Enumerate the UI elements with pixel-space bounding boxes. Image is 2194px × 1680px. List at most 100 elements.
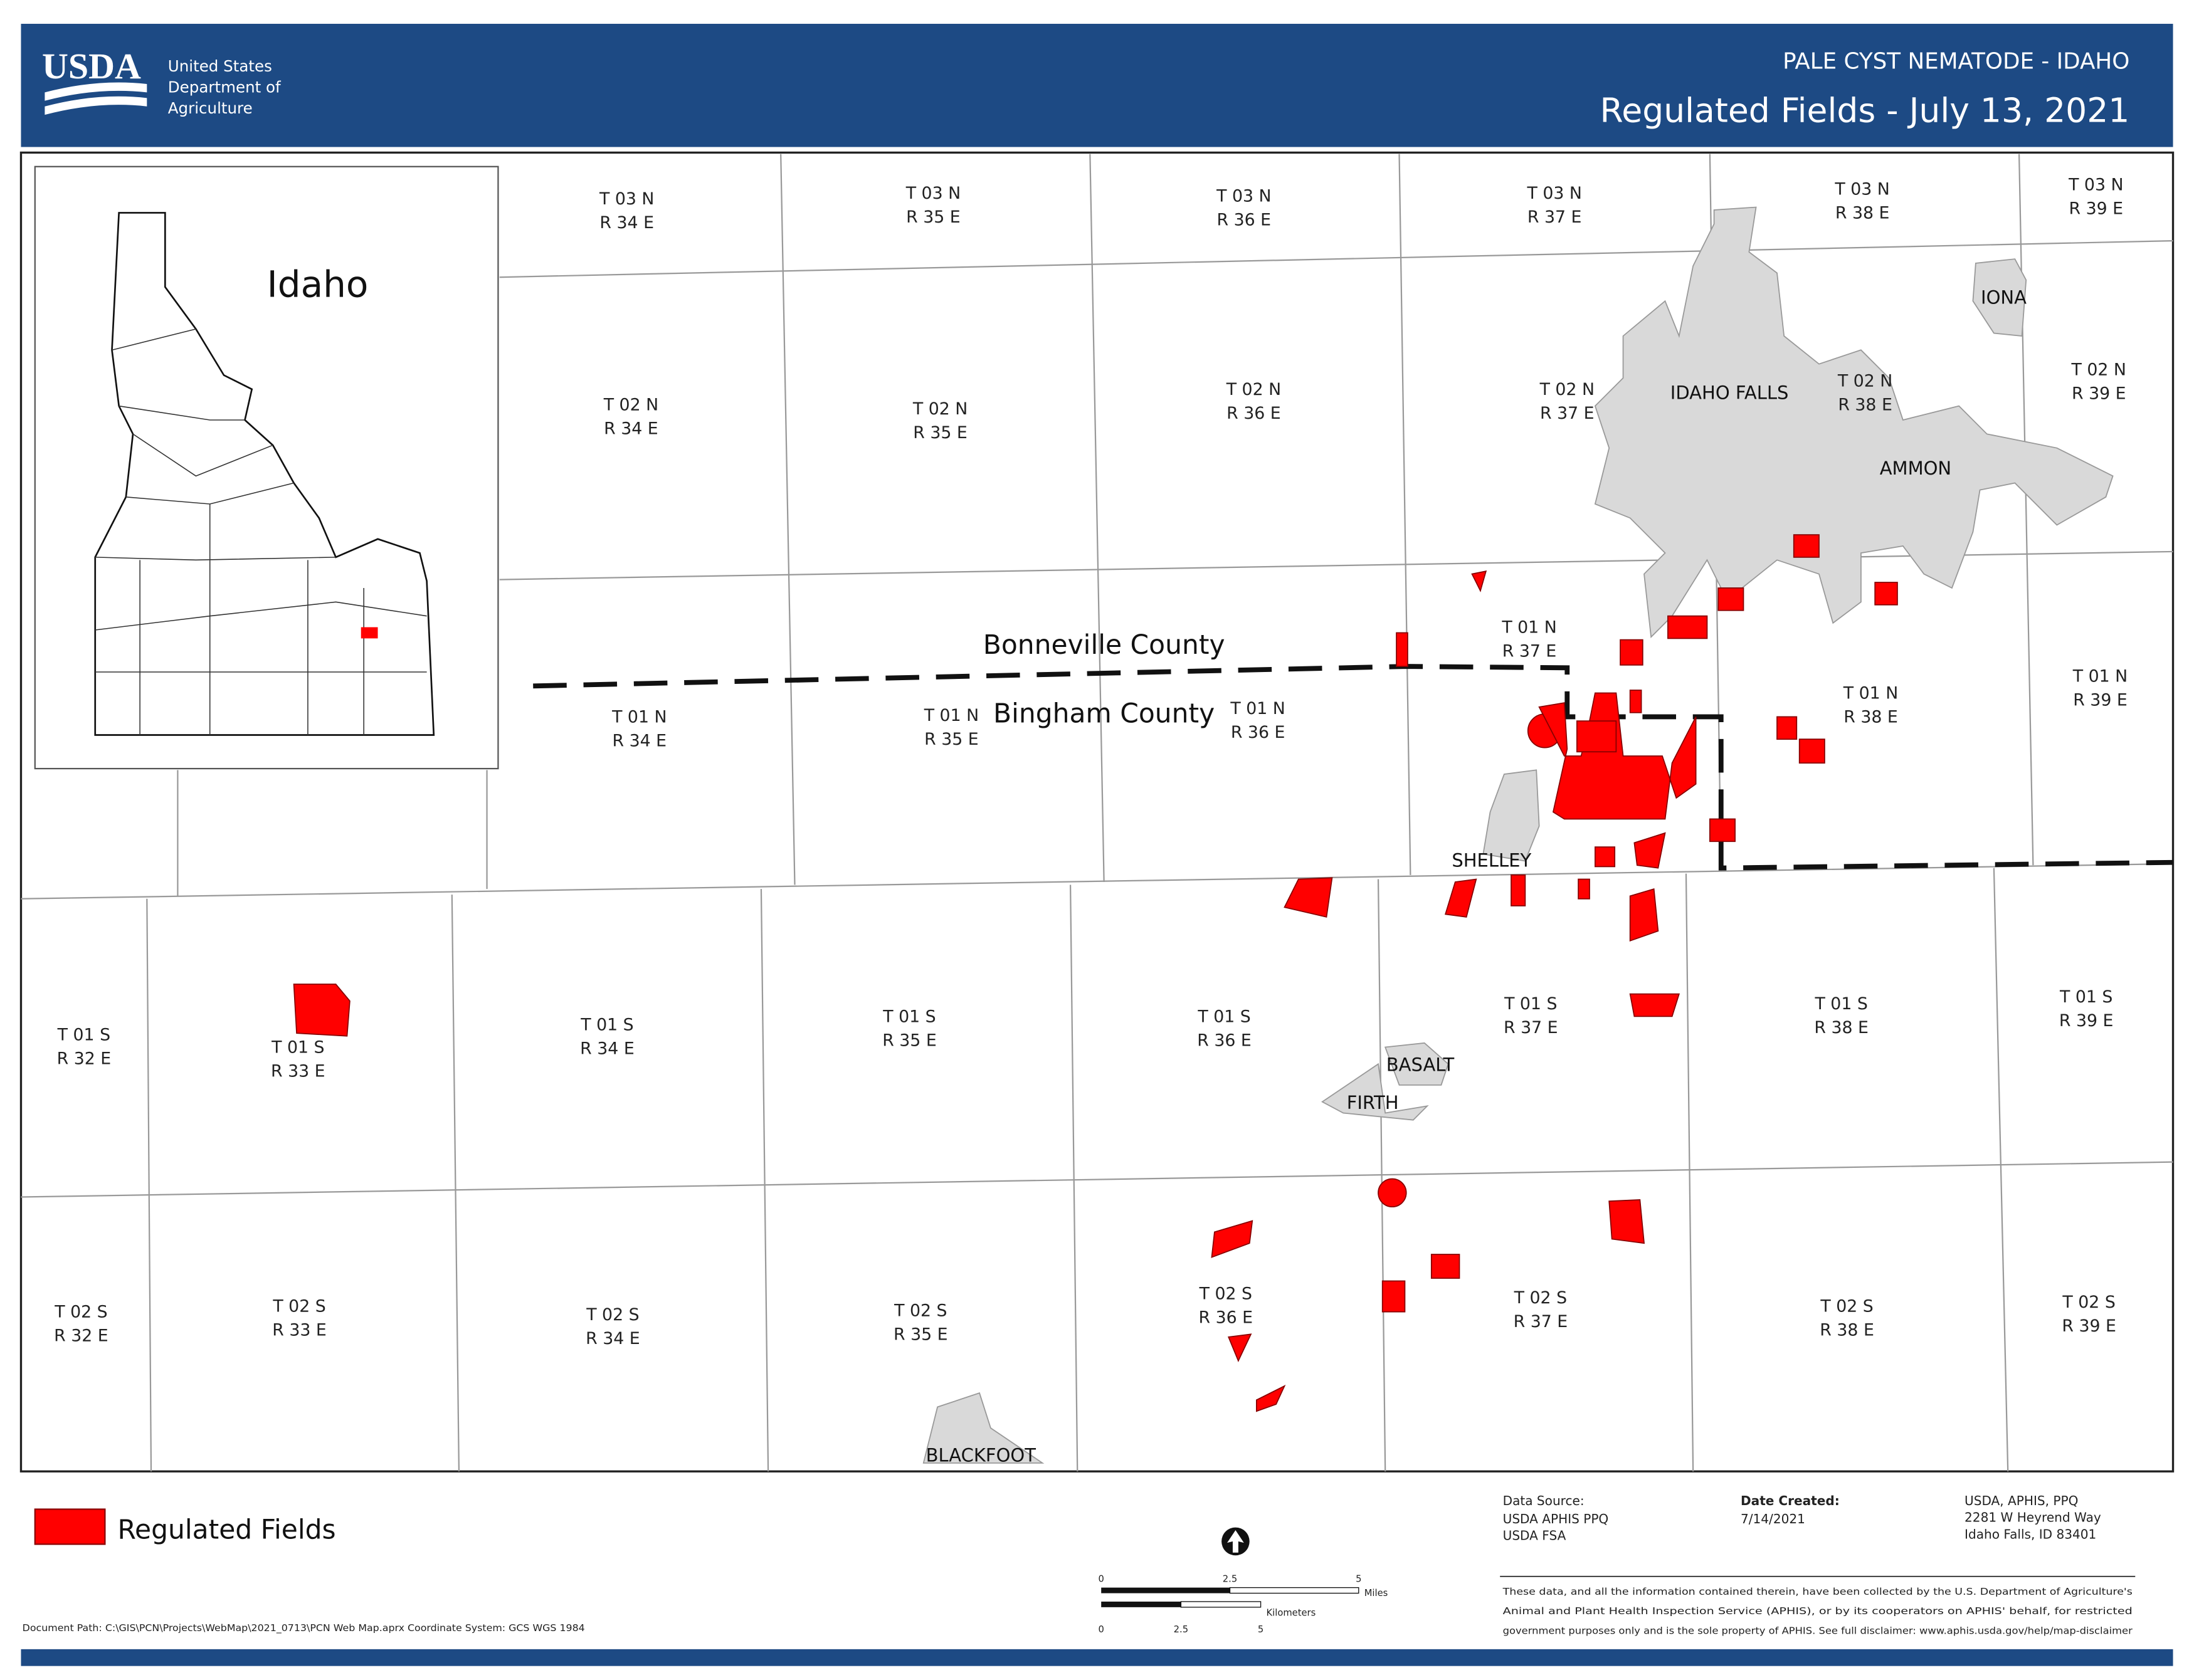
city-label: SHELLEY (1452, 849, 1531, 871)
data-source: USDA APHIS PPQ (1503, 1511, 1609, 1526)
address-line: USDA, APHIS, PPQ (1965, 1493, 2078, 1508)
legend-label: Regulated Fields (117, 1515, 335, 1545)
range-label: R 36 E (1226, 404, 1281, 423)
field (1776, 716, 1798, 740)
field (1629, 690, 1642, 713)
field (1793, 534, 1820, 558)
township-label: T 02 S (1820, 1297, 1873, 1316)
disclaimer-line: Animal and Plant Health Inspection Servi… (1503, 1606, 2133, 1617)
township-label: T 02 N (603, 395, 658, 414)
range-label: R 37 E (1504, 1018, 1558, 1037)
city-label: BASALT (1386, 1054, 1455, 1075)
range-label: R 39 E (2059, 1011, 2114, 1031)
shelley-area (1482, 769, 1540, 862)
field (1511, 874, 1526, 906)
township-label: T 02 N (2071, 360, 2126, 380)
map-title: PALE CYST NEMATODE - IDAHO (1783, 48, 2129, 74)
field (1608, 1199, 1645, 1244)
field (1629, 888, 1659, 942)
grid-line (499, 240, 2173, 278)
township-label: T 03 N (1834, 179, 1889, 199)
blackfoot-area (922, 1392, 1045, 1464)
field (1667, 615, 1708, 639)
township-label: T 01 S (882, 1007, 936, 1026)
address-line: Idaho Falls, ID 83401 (1965, 1526, 2096, 1541)
township-label: T 01 S (1814, 994, 1867, 1014)
document-path: Document Path: C:\GIS\PCN\Projects\WebMa… (23, 1623, 585, 1634)
range-label: R 34 E (586, 1329, 640, 1348)
range-label: R 35 E (906, 207, 961, 227)
grid-line (780, 154, 2034, 885)
township-label: T 02 N (1539, 380, 1595, 399)
address-line: 2281 W Heyrend Way (1965, 1510, 2101, 1525)
field (1620, 639, 1643, 666)
township-label: T 02 S (586, 1305, 639, 1325)
firth-area (1321, 1063, 1429, 1121)
range-label: R 35 E (924, 730, 979, 749)
north-arrow-tip (1227, 1530, 1244, 1553)
disclaimer-line: government purposes only and is the sole… (1503, 1625, 2133, 1636)
township-label: T 01 S (57, 1025, 110, 1044)
range-label: R 36 E (1197, 1031, 1252, 1050)
township-label: T 01 N (1501, 617, 1556, 637)
field (1255, 1385, 1286, 1412)
township-label: T 02 S (894, 1301, 947, 1320)
range-label: R 39 E (2069, 199, 2124, 219)
range-label: R 38 E (1835, 203, 1890, 223)
township-label: T 01 S (2059, 987, 2112, 1007)
range-label: R 38 E (1838, 395, 1892, 414)
township-label: T 01 S (271, 1037, 324, 1057)
township-label: T 01 N (2072, 667, 2128, 686)
range-label: R 37 E (1540, 404, 1595, 423)
township-label: T 03 N (1216, 187, 1271, 206)
township-label: T 02 S (272, 1297, 325, 1316)
range-label: R 34 E (599, 213, 654, 233)
city-label: BLACKFOOT (926, 1445, 1036, 1466)
city-label: FIRTH (1347, 1092, 1399, 1113)
field (1709, 818, 1736, 843)
township-label: T 01 N (1230, 699, 1285, 718)
range-label: R 36 E (1231, 723, 1285, 742)
range-label: R 34 E (580, 1039, 635, 1059)
scale-unit: Kilometers (1267, 1607, 1316, 1618)
field (1284, 877, 1333, 918)
footer-heading: Data Source: (1503, 1493, 1585, 1508)
data-source: USDA FSA (1503, 1528, 1566, 1543)
field (1629, 993, 1680, 1017)
range-label: R 33 E (272, 1321, 327, 1340)
agency-name: Department of (168, 78, 282, 96)
scale-segment (1101, 1601, 1181, 1607)
agency-name: Agriculture (168, 99, 253, 117)
inset-label: Idaho (267, 263, 369, 305)
range-label: R 32 E (57, 1049, 112, 1068)
field (1576, 720, 1617, 753)
township-label: T 01 N (611, 707, 667, 727)
grid-line (177, 770, 488, 896)
county-label: Bonneville County (983, 630, 1225, 661)
grid-line (146, 868, 2009, 1472)
township-label: T 03 N (599, 189, 654, 209)
city-label: IONA (1981, 287, 2027, 308)
range-label: R 38 E (1814, 1018, 1869, 1037)
map-subtitle: Regulated Fields - July 13, 2021 (1600, 90, 2130, 130)
regulated-fields (293, 534, 1898, 1412)
scale-bar (1101, 1587, 1359, 1608)
range-label: R 35 E (894, 1325, 948, 1344)
field (1211, 1220, 1253, 1258)
legend-swatch (34, 1508, 106, 1545)
footer-heading: Date Created: (1741, 1493, 1840, 1508)
township-label: T 03 N (905, 184, 961, 203)
scale-label: 5 (1258, 1624, 1263, 1635)
range-label: R 37 E (1514, 1312, 1568, 1331)
township-grid (21, 154, 2173, 1472)
field (1471, 570, 1487, 592)
grid-line (21, 1161, 2173, 1198)
township-label: T 02 N (1837, 371, 1892, 391)
range-label: R 39 E (2072, 384, 2126, 403)
township-label: T 01 S (1197, 1007, 1250, 1026)
agency-name: United States (168, 57, 272, 75)
township-label: T 01 S (1504, 994, 1557, 1014)
range-label: R 34 E (613, 731, 667, 750)
range-label: R 36 E (1217, 211, 1272, 230)
range-label: R 33 E (271, 1061, 325, 1081)
